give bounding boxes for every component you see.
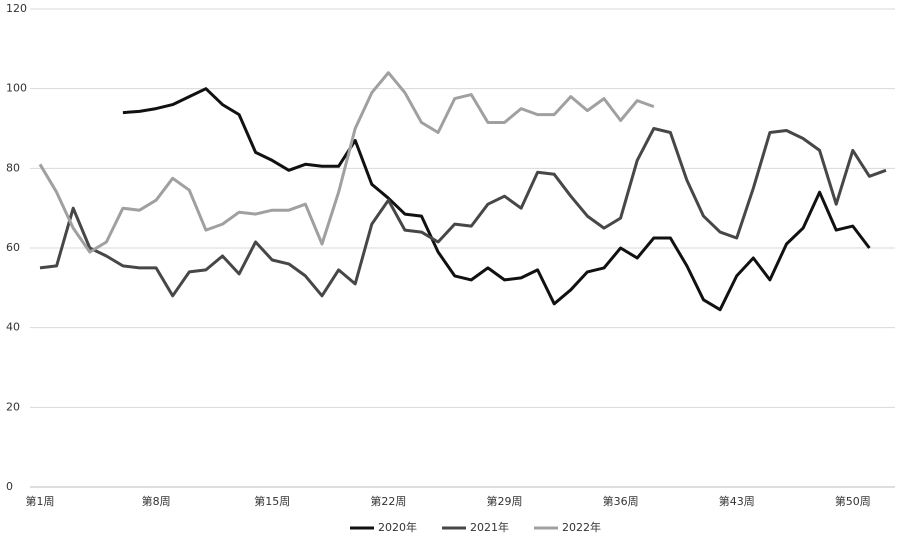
legend-label: 2021年 [470, 520, 509, 534]
line-series [39, 127, 887, 298]
x-tick-label: 第36周 [603, 494, 639, 508]
legend-label: 2020年 [378, 520, 417, 534]
x-tick-label: 第50周 [835, 494, 871, 508]
y-tick-label: 60 [6, 241, 20, 254]
y-tick-label: 0 [6, 480, 13, 493]
x-tick-label: 第15周 [254, 494, 290, 508]
x-tick-label: 第22周 [370, 494, 406, 508]
x-tick-label: 第29周 [486, 494, 522, 508]
y-tick-label: 80 [6, 161, 20, 174]
x-tick-label: 第1周 [26, 494, 55, 508]
line-series [38, 71, 655, 254]
y-tick-label: 120 [6, 2, 27, 15]
y-tick-label: 20 [6, 400, 20, 413]
line-series [122, 87, 871, 312]
y-tick-label: 40 [6, 321, 20, 334]
legend-label: 2022年 [562, 520, 601, 534]
x-tick-label: 第43周 [719, 494, 755, 508]
y-tick-label: 100 [6, 82, 27, 95]
x-tick-label: 第8周 [142, 494, 171, 508]
